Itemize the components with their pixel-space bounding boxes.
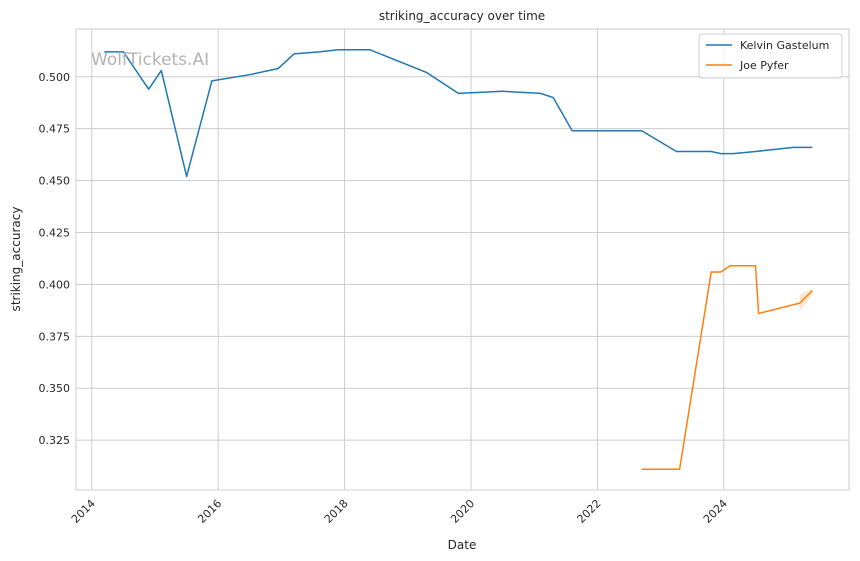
x-tick-label: 2022 xyxy=(575,497,604,526)
y-tick-label: 0.500 xyxy=(39,71,71,84)
plot-area xyxy=(75,28,850,491)
series-lines xyxy=(104,49,813,470)
line-kelvin-gastelum xyxy=(104,49,813,178)
legend-box xyxy=(698,33,843,79)
chart-title: striking_accuracy over time xyxy=(379,9,545,23)
y-tick-label: 0.325 xyxy=(39,434,71,447)
x-ticks: 2014 2016 2018 2020 2022 2024 xyxy=(69,497,730,526)
legend: Kelvin Gastelum Joe Pyfer xyxy=(698,33,843,79)
y-tick-label: 0.475 xyxy=(39,123,71,136)
y-ticks: 0.325 0.350 0.375 0.400 0.425 0.450 0.475 0.500 xyxy=(39,71,71,447)
legend-label-kelvin-gastelum: Kelvin Gastelum xyxy=(740,39,829,52)
x-axis-label: Date xyxy=(448,538,477,552)
y-tick-label: 0.400 xyxy=(39,278,71,291)
legend-label-joe-pyfer: Joe Pyfer xyxy=(739,59,789,72)
x-tick-label: 2014 xyxy=(69,497,98,526)
line-joe-pyfer xyxy=(641,264,813,470)
y-tick-label: 0.450 xyxy=(39,175,71,188)
y-tick-label: 0.350 xyxy=(39,382,71,395)
y-axis-label: striking_accuracy xyxy=(9,207,23,312)
y-tick-label: 0.425 xyxy=(39,227,71,240)
y-tick-label: 0.375 xyxy=(39,330,71,343)
x-tick-label: 2024 xyxy=(701,497,730,526)
x-tick-label: 2016 xyxy=(195,497,224,526)
watermark: WolfTickets.AI xyxy=(91,50,209,70)
x-tick-label: 2020 xyxy=(448,497,477,526)
x-tick-label: 2018 xyxy=(322,497,351,526)
